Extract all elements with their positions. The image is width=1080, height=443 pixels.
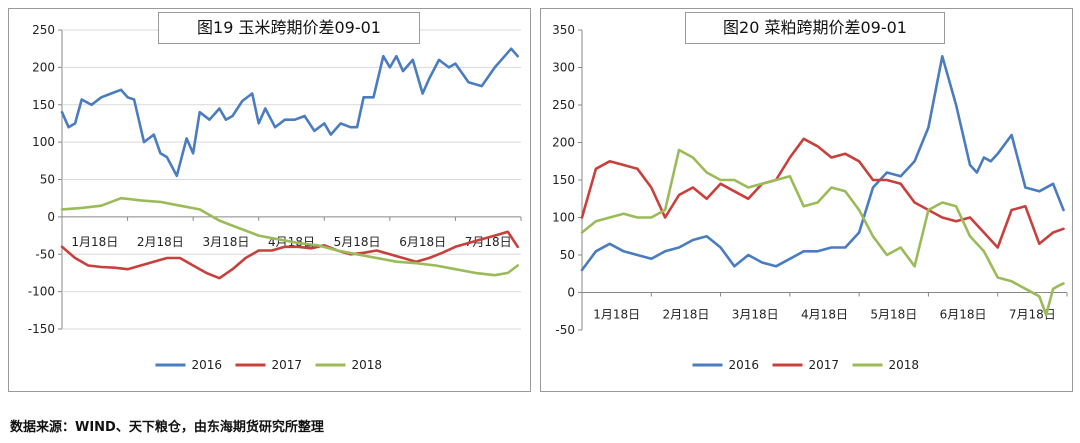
chart-panel-corn: -150 -100 -50 0 50 100 150 200 250 1月18日 2月18日 3月18…	[8, 8, 531, 392]
legend-label-2018: 2018	[352, 358, 383, 372]
x-tick-label: 4月18日	[801, 308, 848, 322]
y-tick-label: 300	[552, 61, 575, 75]
series-line-2018	[60, 196, 520, 277]
x-tick-label: 6月18日	[940, 308, 987, 322]
y-tick-label: 100	[32, 135, 55, 149]
x-tick-label: 5月18日	[870, 308, 917, 322]
x-tick-label: 3月18日	[732, 308, 779, 322]
legend-label-2016: 2016	[729, 358, 760, 372]
y-tick-label: 150	[552, 173, 575, 187]
legend-label-2017: 2017	[272, 358, 303, 372]
legend-label-2017: 2017	[809, 358, 840, 372]
y-tick-label: 250	[32, 23, 55, 37]
x-tick-label: 5月18日	[334, 235, 381, 249]
y-tick-label: 0	[47, 210, 55, 224]
x-tick-label: 1月18日	[593, 308, 640, 322]
y-tick-label: -150	[28, 322, 55, 336]
y-tick-label: 50	[40, 173, 55, 187]
legend-label-2018: 2018	[889, 358, 920, 372]
chart-title-corn: 图19 玉米跨期价差09-01	[158, 12, 420, 44]
x-tick-label: 3月18日	[202, 235, 249, 249]
series-line-2017	[60, 230, 520, 280]
x-tick-label: 2月18日	[662, 308, 709, 322]
chart-title-rapeseed-meal: 图20 菜粕跨期价差09-01	[685, 12, 945, 44]
y-tick-label: 250	[552, 98, 575, 112]
chart-rapeseed-meal-spread: -50 0 50 100 150 200 250 300 350 1月18日 2月18日 3月18日 4…	[552, 23, 1068, 372]
series-line-2018	[580, 148, 1065, 317]
y-tick-label: 50	[560, 248, 575, 262]
x-tick-label: 1月18日	[71, 235, 118, 249]
chart-panel-rapeseed-meal: -50 0 50 100 150 200 250 300 350 1月18日 2月18日 3月18日 4…	[540, 8, 1073, 392]
x-tick-label: 6月18日	[399, 235, 446, 249]
y-tick-label: 200	[32, 60, 55, 74]
y-tick-label: -100	[28, 285, 55, 299]
y-tick-label: -50	[555, 323, 575, 337]
x-tick-label: 7月18日	[465, 235, 512, 249]
series-line-2017	[580, 137, 1065, 249]
y-tick-label: 200	[552, 136, 575, 150]
y-tick-label: 0	[567, 286, 575, 300]
chart-corn-spread: -150 -100 -50 0 50 100 150 200 250 1月18日 2月18日 3月18…	[28, 23, 522, 372]
source-note: 数据来源：WIND、天下粮仓，由东海期货研究所整理	[10, 420, 324, 435]
y-tick-label: -50	[35, 247, 55, 261]
y-tick-label: 350	[552, 23, 575, 37]
x-tick-label: 2月18日	[137, 235, 184, 249]
legend-label-2016: 2016	[192, 358, 223, 372]
series-line-2016	[60, 47, 520, 178]
y-tick-label: 100	[552, 211, 575, 225]
y-tick-label: 150	[32, 98, 55, 112]
series-line-2016	[580, 54, 1065, 272]
